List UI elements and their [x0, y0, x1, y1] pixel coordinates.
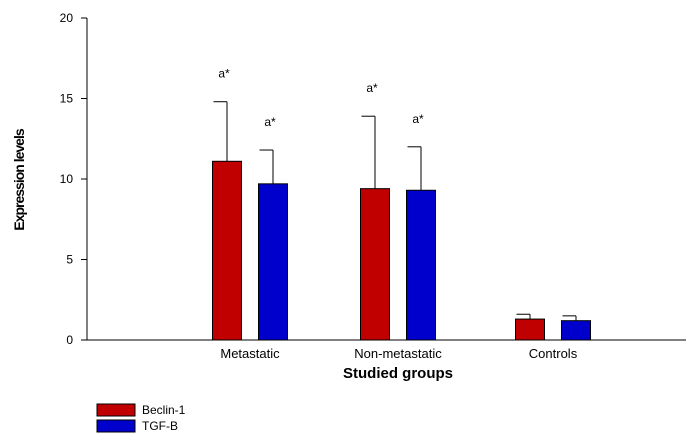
- significance-label: a*: [218, 67, 230, 81]
- bar-beclin-1: [515, 318, 545, 341]
- significance-annotations: a* a* a* a*: [218, 67, 424, 129]
- bar-tgf-b: [258, 183, 288, 341]
- axes: 0 5 10 15 20 Metastatic Non-metastatic Controls: [60, 11, 686, 361]
- y-tick-label: 5: [66, 253, 73, 267]
- y-axis-label: Expression levels: [11, 128, 27, 231]
- bars: [212, 160, 591, 341]
- y-tick-label: 10: [60, 172, 74, 186]
- y-tick-label: 15: [60, 92, 74, 106]
- x-tick-label: Metastatic: [220, 346, 280, 361]
- significance-label: a*: [412, 112, 424, 126]
- legend-label: Beclin-1: [142, 403, 186, 417]
- bar-beclin-1: [212, 160, 242, 341]
- x-tick-label: Non-metastatic: [354, 346, 442, 361]
- legend-swatch-tgf-b: [96, 419, 136, 433]
- y-tick-label: 20: [60, 11, 74, 25]
- x-tick-label: Controls: [529, 346, 578, 361]
- legend: Beclin-1 TGF-B: [96, 403, 186, 433]
- significance-label: a*: [264, 115, 276, 129]
- legend-swatch-beclin-1: [96, 403, 136, 417]
- y-tick-label: 0: [66, 333, 73, 347]
- error-bars: [213, 101, 577, 321]
- legend-label: TGF-B: [142, 419, 178, 433]
- bar-beclin-1: [360, 188, 390, 341]
- bar-tgf-b: [561, 320, 591, 341]
- x-axis-label: Studied groups: [343, 365, 453, 382]
- significance-label: a*: [366, 81, 378, 95]
- bar-tgf-b: [406, 189, 436, 341]
